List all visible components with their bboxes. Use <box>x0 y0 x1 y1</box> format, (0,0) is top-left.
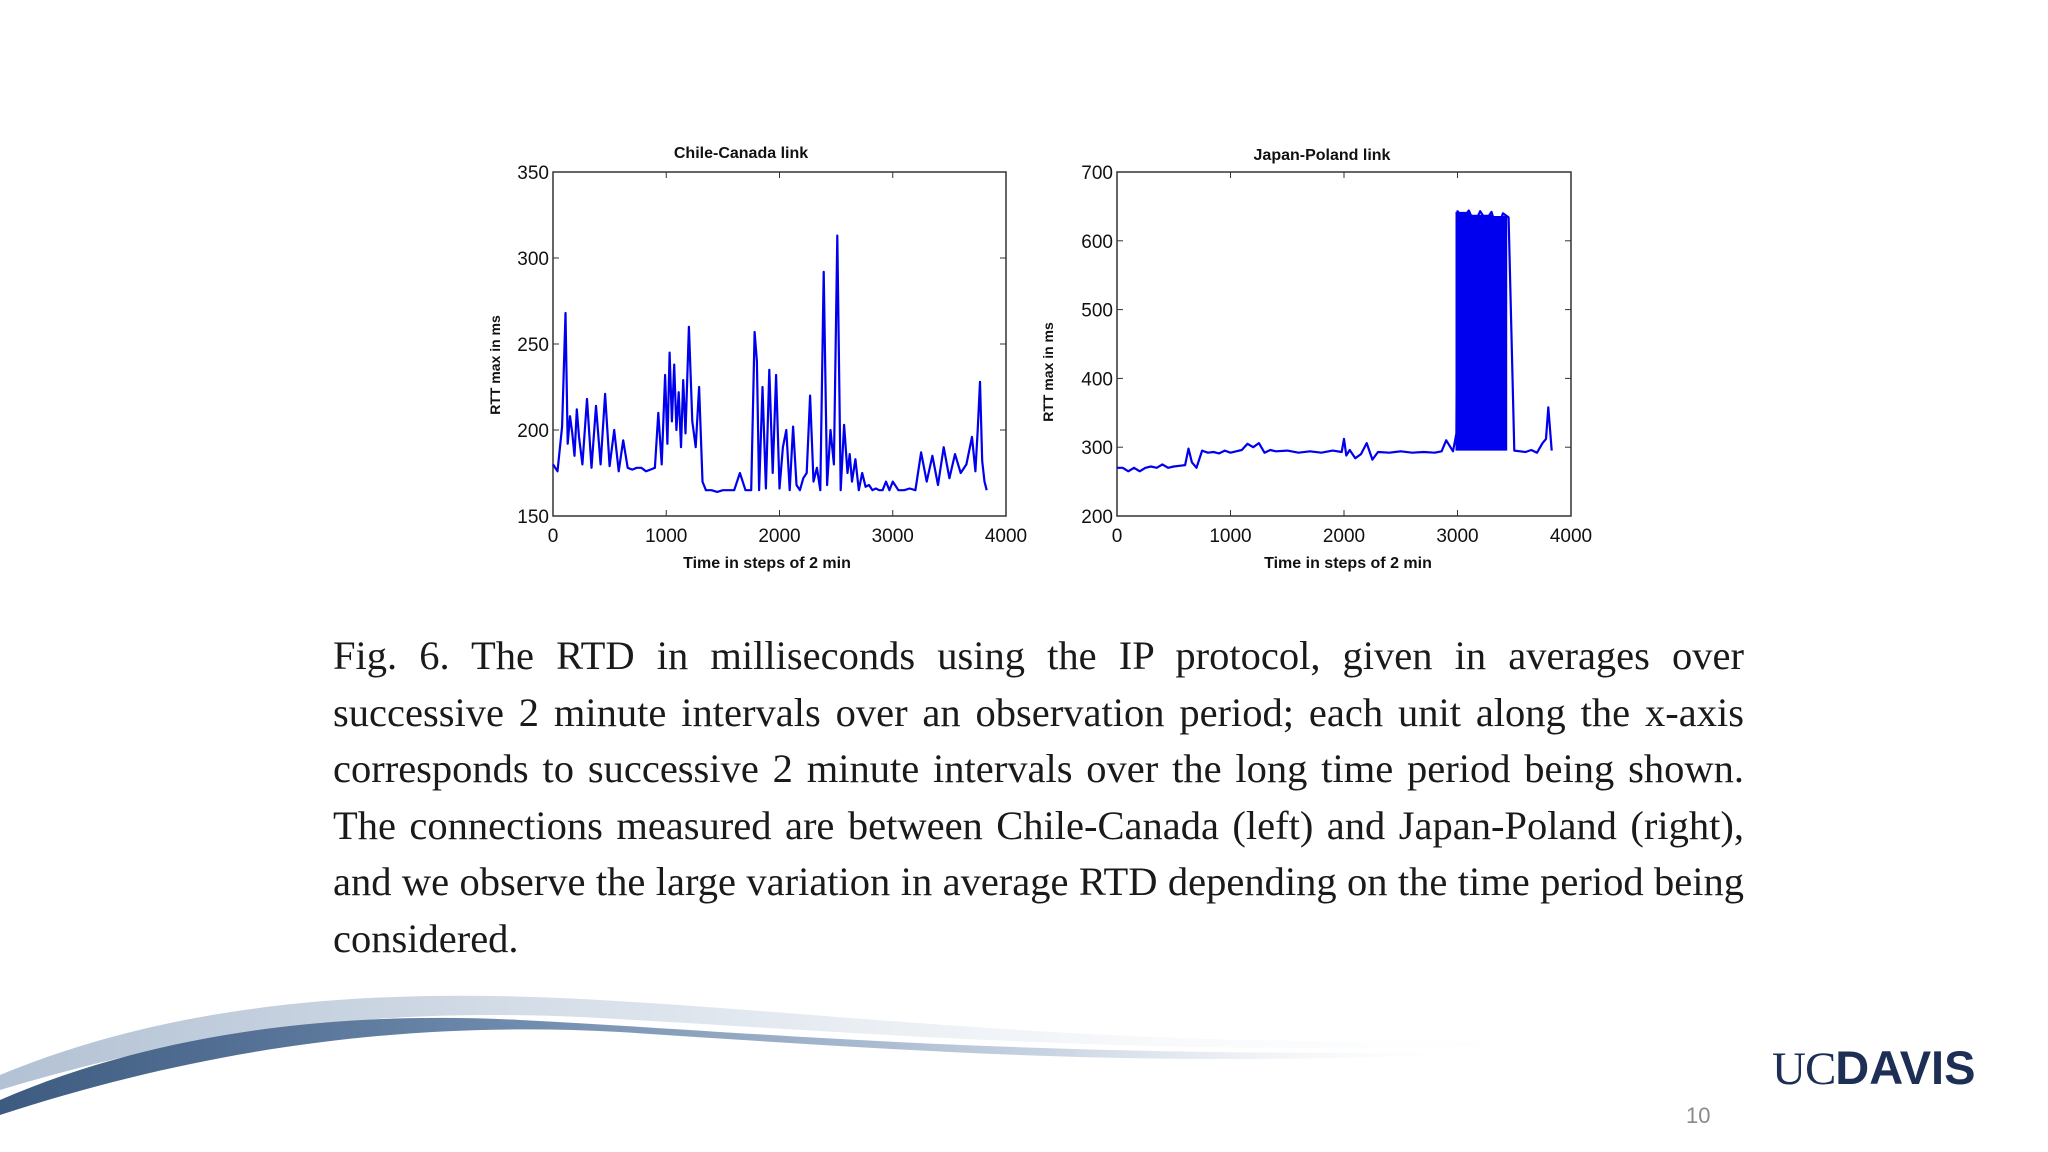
logo-uc: UC <box>1772 1043 1836 1095</box>
y-tick-label: 600 <box>1081 232 1113 253</box>
series-line <box>552 234 988 493</box>
y-axis-label: RTT max in ms <box>1040 322 1056 422</box>
x-tick-label: 4000 <box>985 526 1027 547</box>
x-tick-label: 1000 <box>1209 526 1251 547</box>
y-tick-label: 250 <box>517 335 549 356</box>
figure-charts: Chile-Canada link Time in steps of 2 min… <box>487 145 1592 572</box>
ucdavis-logo: UCDAVIS <box>1772 1040 1975 1096</box>
figure-caption: Fig. 6. The RTD in milliseconds using th… <box>333 633 1744 961</box>
y-tick-label: 400 <box>1081 369 1113 390</box>
chart-title: Japan-Poland link <box>1254 147 1391 164</box>
y-tick-label: 300 <box>517 249 549 270</box>
chart-title: Chile-Canada link <box>674 145 808 162</box>
y-tick-label: 150 <box>517 507 549 528</box>
y-axis-label: RTT max in ms <box>487 315 503 415</box>
x-tick-label: 2000 <box>1323 526 1365 547</box>
x-axis-label: Time in steps of 2 min <box>683 555 851 572</box>
x-axis-label: Time in steps of 2 min <box>1264 555 1432 572</box>
y-tick-label: 350 <box>517 163 549 184</box>
y-tick-label: 200 <box>517 421 549 442</box>
y-tick-label: 700 <box>1081 163 1113 184</box>
chart-japan-poland: Japan-Poland link Time in steps of 2 min… <box>1040 147 1592 572</box>
x-tick-label: 3000 <box>872 526 914 547</box>
y-ticks: 150 200 250 300 350 <box>517 163 1006 528</box>
x-tick-label: 1000 <box>645 526 687 547</box>
x-tick-label: 4000 <box>1550 526 1592 547</box>
x-tick-label: 0 <box>1112 526 1123 547</box>
decorative-wave <box>0 995 1600 1115</box>
y-tick-label: 500 <box>1081 301 1113 322</box>
y-tick-label: 300 <box>1081 438 1113 459</box>
page-number: 10 <box>1686 1103 1711 1128</box>
series-dense-segment <box>1455 211 1508 451</box>
logo-davis: DAVIS <box>1835 1041 1976 1094</box>
y-ticks: 200 300 400 500 600 700 <box>1081 163 1571 528</box>
chart-chile-canada: Chile-Canada link Time in steps of 2 min… <box>487 145 1027 572</box>
y-tick-label: 200 <box>1081 507 1113 528</box>
x-ticks: 0 1000 2000 3000 4000 <box>1112 172 1592 547</box>
x-ticks: 0 1000 2000 3000 4000 <box>548 172 1027 547</box>
x-tick-label: 3000 <box>1436 526 1478 547</box>
x-tick-label: 0 <box>548 526 559 547</box>
x-tick-label: 2000 <box>758 526 800 547</box>
